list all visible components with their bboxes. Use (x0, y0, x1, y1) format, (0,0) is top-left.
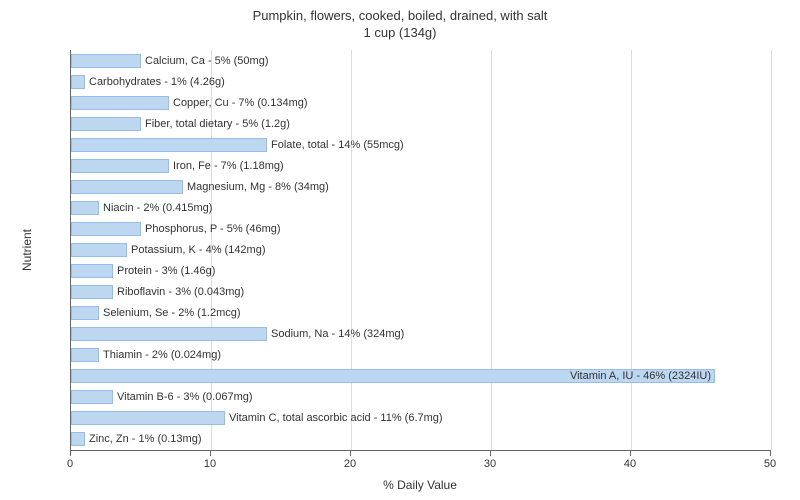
y-axis-label: Nutrient (20, 229, 34, 271)
nutrient-bar (71, 348, 99, 362)
bar-label: Folate, total - 14% (55mcg) (267, 139, 404, 151)
bar-row: Magnesium, Mg - 8% (34mg) (71, 180, 183, 194)
nutrient-bar (71, 222, 141, 236)
x-tick (350, 450, 351, 456)
grid-line (631, 50, 632, 450)
bar-label: Vitamin B-6 - 3% (0.067mg) (113, 391, 253, 403)
bar-row: Thiamin - 2% (0.024mg) (71, 348, 99, 362)
x-tick-label: 50 (764, 458, 776, 470)
nutrient-bar (71, 243, 127, 257)
grid-line (351, 50, 352, 450)
x-axis-label: % Daily Value (383, 478, 457, 492)
bar-row: Riboflavin - 3% (0.043mg) (71, 285, 113, 299)
bar-label: Iron, Fe - 7% (1.18mg) (169, 160, 284, 172)
bar-row: Folate, total - 14% (55mcg) (71, 138, 267, 152)
bar-label: Niacin - 2% (0.415mg) (99, 202, 212, 214)
x-tick (210, 450, 211, 456)
bar-label: Magnesium, Mg - 8% (34mg) (183, 181, 329, 193)
bar-row: Protein - 3% (1.46g) (71, 264, 113, 278)
title-line-2: 1 cup (134g) (364, 25, 437, 40)
x-tick (70, 450, 71, 456)
bar-label: Phosphorus, P - 5% (46mg) (141, 223, 281, 235)
bar-label: Sodium, Na - 14% (324mg) (267, 328, 404, 340)
x-tick-label: 40 (624, 458, 636, 470)
bar-row: Iron, Fe - 7% (1.18mg) (71, 159, 169, 173)
nutrient-bar (71, 264, 113, 278)
bar-label: Copper, Cu - 7% (0.134mg) (169, 97, 308, 109)
nutrient-bar (71, 327, 267, 341)
x-tick (770, 450, 771, 456)
bar-label: Thiamin - 2% (0.024mg) (99, 349, 221, 361)
nutrient-bar (71, 285, 113, 299)
bar-label: Protein - 3% (1.46g) (113, 265, 215, 277)
bar-row: Sodium, Na - 14% (324mg) (71, 327, 267, 341)
grid-line (491, 50, 492, 450)
bar-label: Vitamin C, total ascorbic acid - 11% (6.… (225, 412, 443, 424)
bar-label: Potassium, K - 4% (142mg) (127, 244, 266, 256)
bar-row: Fiber, total dietary - 5% (1.2g) (71, 117, 141, 131)
bar-row: Potassium, K - 4% (142mg) (71, 243, 127, 257)
nutrient-chart: Pumpkin, flowers, cooked, boiled, draine… (0, 0, 800, 500)
bar-row: Selenium, Se - 2% (1.2mcg) (71, 306, 99, 320)
x-tick-label: 0 (67, 458, 73, 470)
nutrient-bar (71, 117, 141, 131)
bar-row: Vitamin A, IU - 46% (2324IU) (71, 369, 715, 383)
nutrient-bar (71, 159, 169, 173)
nutrient-bar (71, 138, 267, 152)
bar-row: Vitamin B-6 - 3% (0.067mg) (71, 390, 113, 404)
bar-label: Riboflavin - 3% (0.043mg) (113, 286, 244, 298)
x-tick (490, 450, 491, 456)
bar-label: Carbohydrates - 1% (4.26g) (85, 76, 225, 88)
title-line-1: Pumpkin, flowers, cooked, boiled, draine… (253, 8, 548, 23)
plot-area: Calcium, Ca - 5% (50mg) Carbohydrates - 1… (70, 50, 771, 451)
nutrient-bar (71, 180, 183, 194)
bar-row: Carbohydrates - 1% (4.26g) (71, 75, 85, 89)
bar-label: Fiber, total dietary - 5% (1.2g) (141, 118, 290, 130)
bar-label: Vitamin A, IU - 46% (2324IU) (570, 370, 711, 382)
bar-row: Zinc, Zn - 1% (0.13mg) (71, 432, 85, 446)
nutrient-bar (71, 390, 113, 404)
nutrient-bar (71, 411, 225, 425)
bar-label: Zinc, Zn - 1% (0.13mg) (85, 433, 201, 445)
nutrient-bar (71, 54, 141, 68)
bar-row: Niacin - 2% (0.415mg) (71, 201, 99, 215)
nutrient-bar (71, 75, 85, 89)
bar-label: Calcium, Ca - 5% (50mg) (141, 55, 268, 67)
bar-row: Calcium, Ca - 5% (50mg) (71, 54, 141, 68)
nutrient-bar (71, 306, 99, 320)
bar-row: Copper, Cu - 7% (0.134mg) (71, 96, 169, 110)
chart-title: Pumpkin, flowers, cooked, boiled, draine… (0, 0, 800, 42)
x-tick-label: 20 (344, 458, 356, 470)
x-tick (630, 450, 631, 456)
bar-label: Selenium, Se - 2% (1.2mcg) (99, 307, 241, 319)
bar-row: Phosphorus, P - 5% (46mg) (71, 222, 141, 236)
grid-line (771, 50, 772, 450)
nutrient-bar (71, 432, 85, 446)
bar-row: Vitamin C, total ascorbic acid - 11% (6.… (71, 411, 225, 425)
nutrient-bar (71, 96, 169, 110)
x-tick-label: 30 (484, 458, 496, 470)
nutrient-bar (71, 201, 99, 215)
x-tick-label: 10 (204, 458, 216, 470)
